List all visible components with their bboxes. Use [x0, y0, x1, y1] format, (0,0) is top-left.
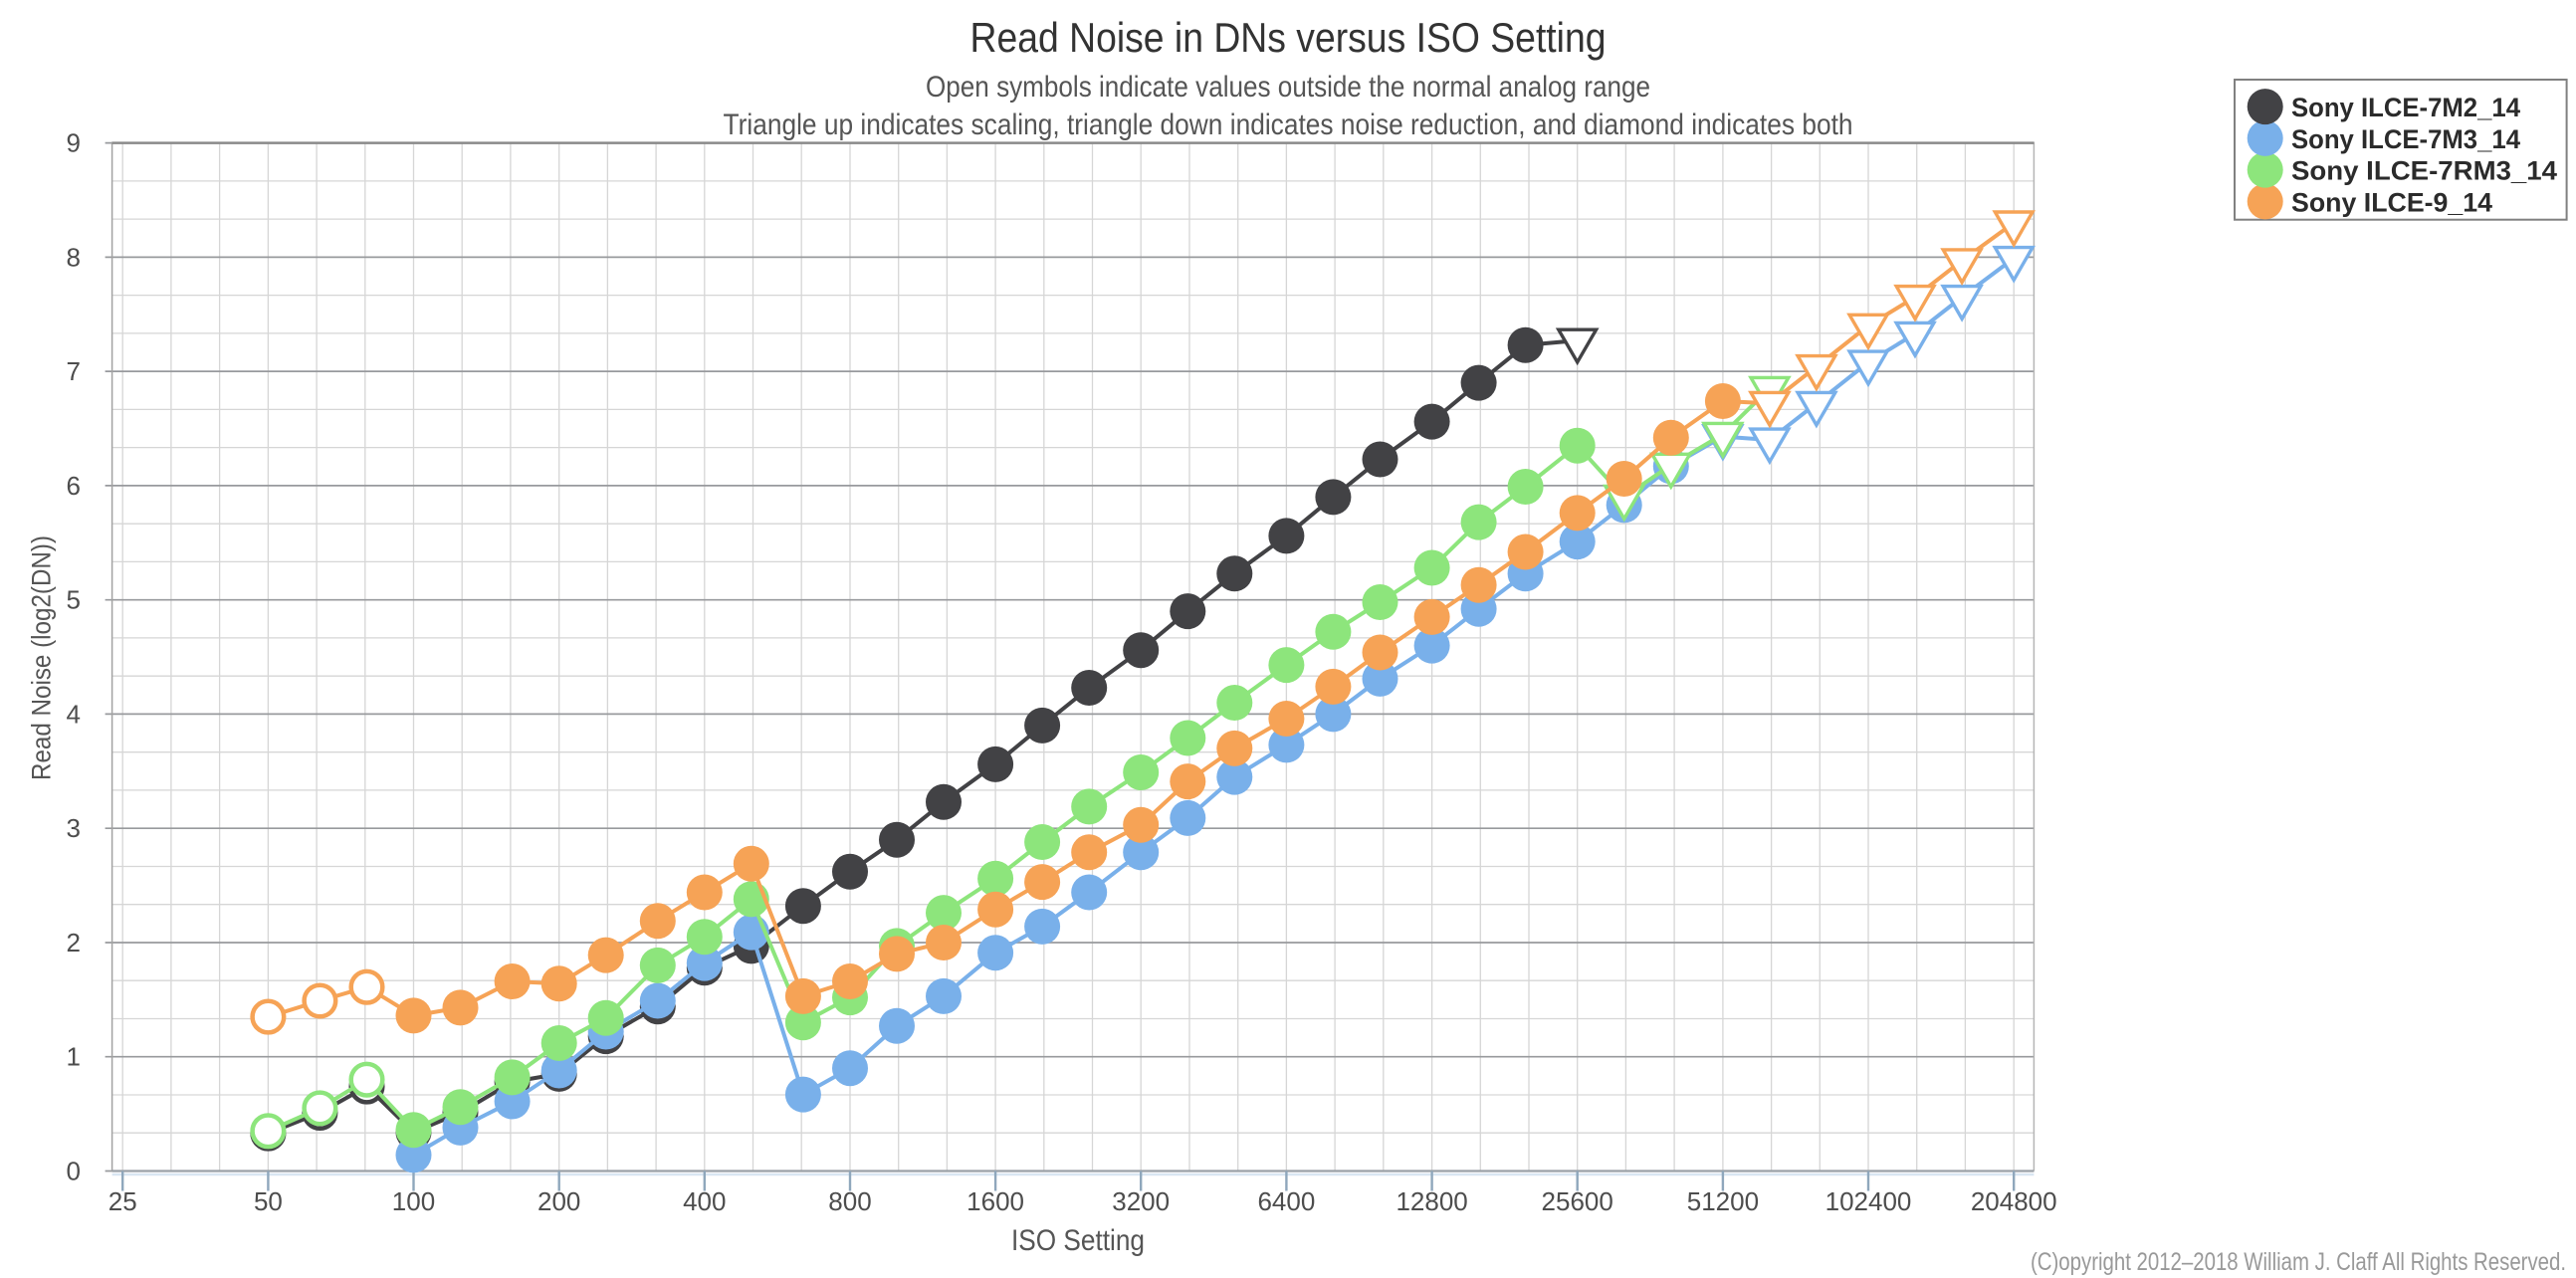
svg-text:4: 4 — [67, 699, 81, 729]
svg-text:1: 1 — [67, 1042, 81, 1072]
svg-text:Read Noise in DNs versus ISO S: Read Noise in DNs versus ISO Setting — [970, 14, 1607, 61]
svg-text:Sony ILCE-7RM3_14: Sony ILCE-7RM3_14 — [2291, 156, 2557, 186]
svg-text:6: 6 — [67, 471, 81, 501]
svg-text:8: 8 — [67, 242, 81, 272]
svg-text:100: 100 — [392, 1186, 435, 1216]
svg-text:Read Noise (log2(DN)): Read Noise (log2(DN)) — [27, 535, 57, 780]
svg-text:3: 3 — [67, 813, 81, 843]
svg-text:50: 50 — [254, 1186, 283, 1216]
svg-text:200: 200 — [537, 1186, 580, 1216]
svg-text:7: 7 — [67, 356, 81, 386]
svg-text:204800: 204800 — [1971, 1186, 2057, 1216]
svg-text:Sony ILCE-7M3_14: Sony ILCE-7M3_14 — [2291, 124, 2520, 154]
svg-text:1600: 1600 — [966, 1186, 1024, 1216]
svg-text:102400: 102400 — [1825, 1186, 1912, 1216]
svg-text:Open symbols indicate values o: Open symbols indicate values outside the… — [926, 71, 1650, 104]
svg-text:0: 0 — [67, 1157, 81, 1186]
svg-text:9: 9 — [67, 128, 81, 158]
svg-text:Sony ILCE-7M2_14: Sony ILCE-7M2_14 — [2291, 93, 2520, 122]
svg-text:5: 5 — [67, 585, 81, 615]
svg-text:2: 2 — [67, 928, 81, 958]
svg-text:Triangle up indicates scaling,: Triangle up indicates scaling, triangle … — [724, 108, 1853, 141]
svg-text:12800: 12800 — [1395, 1186, 1467, 1216]
svg-text:Sony ILCE-9_14: Sony ILCE-9_14 — [2291, 187, 2492, 217]
svg-text:25: 25 — [108, 1186, 137, 1216]
svg-text:ISO Setting: ISO Setting — [1011, 1224, 1145, 1257]
svg-text:400: 400 — [683, 1186, 726, 1216]
svg-text:51200: 51200 — [1687, 1186, 1759, 1216]
svg-text:6400: 6400 — [1257, 1186, 1315, 1216]
svg-text:25600: 25600 — [1542, 1186, 1613, 1216]
svg-text:800: 800 — [828, 1186, 871, 1216]
svg-text:3200: 3200 — [1112, 1186, 1170, 1216]
svg-text:(C)opyright 2012–2018 William: (C)opyright 2012–2018 William J. Claff A… — [2031, 1248, 2566, 1276]
